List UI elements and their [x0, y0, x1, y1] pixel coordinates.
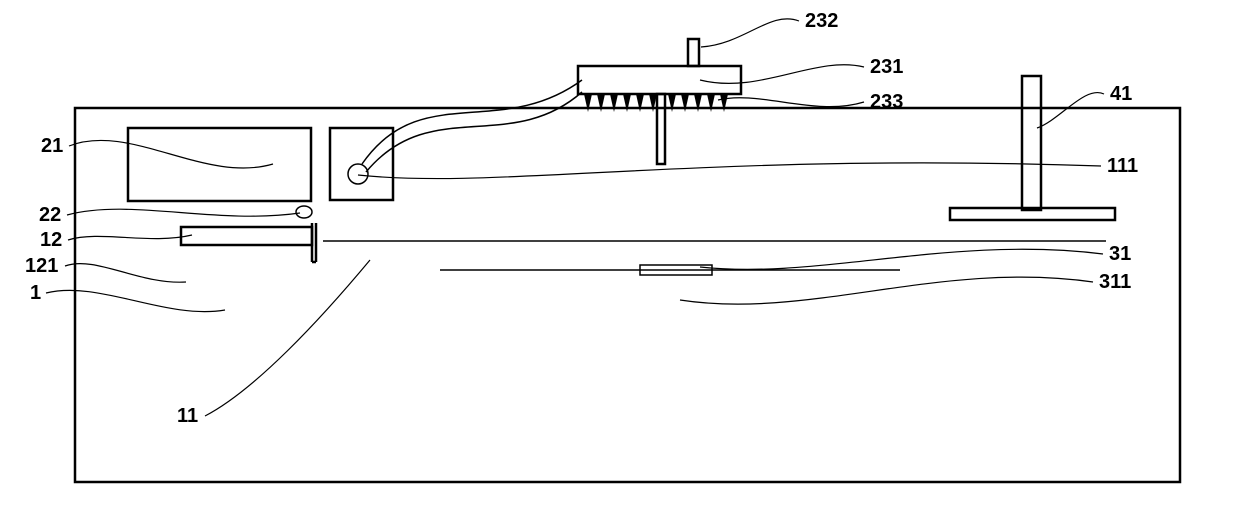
label-233: 233: [870, 91, 903, 113]
label-22: 22: [39, 204, 61, 226]
bristle: [720, 94, 728, 112]
dot-22: [296, 206, 312, 218]
label-41: 41: [1110, 83, 1132, 105]
leader-12: [68, 235, 192, 240]
bristle: [597, 94, 605, 112]
label-232: 232: [805, 10, 838, 32]
leader-41: [1037, 93, 1104, 128]
bristle: [694, 94, 702, 112]
label-311: 311: [1099, 271, 1131, 293]
leader-232: [701, 19, 799, 47]
label-231: 231: [870, 56, 903, 78]
label-1: 1: [30, 282, 41, 304]
label-111: 111: [1107, 155, 1138, 177]
leader-22: [67, 209, 300, 216]
bristle: [610, 94, 618, 112]
leader-233: [718, 98, 864, 107]
label-121: 121: [25, 255, 58, 277]
bristle: [668, 94, 676, 112]
bristle: [584, 94, 592, 112]
leader-111: [358, 163, 1101, 179]
brush-head-231: [578, 66, 741, 94]
box-21: [128, 128, 311, 201]
leader-1: [46, 290, 225, 311]
node-111-ball: [348, 164, 368, 184]
leader-311: [680, 277, 1093, 304]
slider-12: [181, 227, 312, 245]
bristle: [623, 94, 631, 112]
leader-121: [65, 264, 186, 283]
leader-21: [69, 140, 273, 168]
label-21: 21: [41, 135, 63, 157]
label-12: 12: [40, 229, 62, 251]
diagram-root: 1111221223141111121231232233311: [0, 0, 1240, 507]
label-31: 31: [1109, 243, 1131, 265]
tube-lower: [366, 92, 582, 172]
leader-11: [205, 260, 370, 416]
bristle: [681, 94, 689, 112]
leader-231: [700, 65, 864, 84]
brush-stem: [657, 94, 665, 164]
leader-31: [700, 249, 1103, 269]
post-41: [1022, 76, 1041, 210]
bristle: [707, 94, 715, 112]
brush-handle-232: [688, 39, 699, 66]
label-11: 11: [177, 405, 198, 427]
tube-upper: [362, 80, 582, 164]
bristle: [636, 94, 644, 112]
